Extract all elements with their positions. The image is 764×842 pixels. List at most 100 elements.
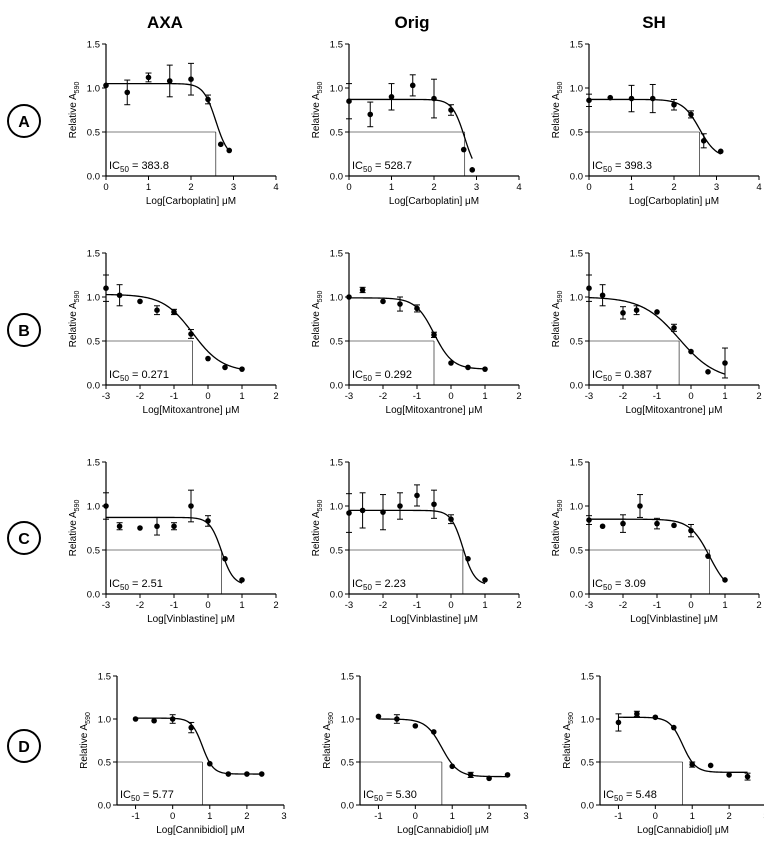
ic50-subscript: 50 — [131, 794, 140, 803]
x-tick-label: 2 — [273, 600, 278, 611]
x-tick-label: 1 — [146, 182, 151, 193]
y-tick-label: 0.0 — [341, 801, 354, 812]
ic50-annotation: IC50 = 528.7 — [352, 160, 412, 174]
data-point — [467, 772, 474, 778]
y-tick-label: 0.5 — [98, 758, 111, 769]
data-point — [688, 348, 694, 355]
data-point — [637, 503, 643, 509]
data-point — [137, 525, 143, 531]
data-point — [346, 294, 352, 300]
y-axis-label-sub: 590 — [74, 500, 81, 512]
row-a-label: A — [18, 114, 30, 131]
y-tick-label: 1.5 — [341, 672, 354, 683]
ic50-annotation: IC50 = 383.8 — [109, 160, 169, 174]
data-point — [504, 772, 511, 778]
data-point — [380, 298, 386, 305]
data-point — [414, 492, 420, 499]
y-axis-label-main: Relative A — [311, 93, 322, 138]
x-tick-label: -1 — [170, 391, 178, 402]
ic50-value: = 5.77 — [140, 789, 174, 801]
y-tick-label: 1.0 — [98, 715, 111, 726]
x-tick-label: 2 — [516, 391, 521, 402]
y-axis-label: Relative A590 — [551, 82, 564, 139]
data-point — [346, 98, 352, 104]
x-tick-label: 2 — [756, 600, 761, 611]
column-title-axa: AXA — [147, 13, 183, 32]
x-tick-label: -1 — [374, 811, 382, 822]
ic50-prefix: IC — [352, 160, 363, 172]
data-point — [188, 503, 194, 509]
x-tick-label: 0 — [413, 811, 418, 822]
y-axis-label-main: Relative A — [79, 724, 90, 769]
fit-curve — [589, 98, 722, 155]
data-point — [151, 717, 157, 724]
data-point — [171, 309, 177, 315]
y-axis-label-sub: 590 — [74, 291, 81, 303]
ic50-prefix: IC — [109, 578, 120, 590]
data-point — [258, 771, 265, 777]
x-tick-label: 2 — [431, 182, 436, 193]
data-point — [188, 724, 195, 731]
y-tick-label: 1.0 — [87, 502, 100, 513]
x-tick-label: 1 — [389, 182, 394, 193]
y-tick-label: 0.5 — [330, 128, 343, 139]
ic50-annotation: IC50 = 0.387 — [592, 369, 652, 383]
ic50-annotation: IC50 = 2.23 — [352, 578, 406, 592]
data-point — [226, 147, 233, 154]
x-axis-label: Log[Cannabidiol] μM — [397, 825, 489, 836]
x-tick-label: 4 — [273, 182, 278, 193]
data-point — [205, 518, 211, 524]
data-point — [726, 772, 732, 778]
y-tick-label: 0.5 — [330, 546, 343, 557]
data-point — [607, 94, 614, 101]
x-tick-label: 0 — [170, 811, 175, 822]
x-tick-label: 4 — [516, 182, 521, 193]
x-tick-label: -2 — [379, 600, 387, 611]
x-tick-label: -1 — [170, 600, 178, 611]
panel-d-orig: 0.0 0.5 1.0 1.5 -1 0 1 2 3 Log[Cannabidiol] μM Rel… — [322, 672, 529, 837]
x-tick-label: -2 — [136, 391, 144, 402]
data-point — [367, 111, 374, 118]
panel-b-sh: 0.0 0.5 1.0 1.5 -3 -2 -1 0 1 2 Log[Mitoxantrone] μ… — [551, 249, 762, 417]
data-point — [705, 369, 711, 375]
x-tick-label: -1 — [413, 391, 421, 402]
y-axis-label-sub: 590 — [328, 712, 335, 724]
y-axis-label-main: Relative A — [551, 302, 562, 347]
ic50-prefix: IC — [363, 789, 374, 801]
ic50-prefix: IC — [603, 789, 614, 801]
x-tick-label: 3 — [231, 182, 236, 193]
data-point — [205, 96, 211, 103]
data-point — [116, 523, 123, 530]
column-titles: AXA Orig SH — [147, 13, 666, 32]
ic50-value: = 383.8 — [129, 160, 169, 172]
y-tick-label: 1.0 — [341, 715, 354, 726]
data-point — [222, 556, 228, 562]
panel-c-orig: 0.0 0.5 1.0 1.5 -3 -2 -1 0 1 2 Log[Vinblastine] μM… — [311, 458, 522, 626]
x-tick-label: 2 — [516, 600, 521, 611]
y-tick-label: 0.5 — [570, 337, 583, 348]
data-point — [205, 355, 211, 362]
data-point — [634, 711, 640, 717]
y-tick-label: 1.5 — [330, 249, 343, 260]
data-point — [171, 523, 177, 530]
column-title-orig: Orig — [395, 13, 430, 32]
x-tick-label: 1 — [450, 811, 455, 822]
y-axis-label-sub: 590 — [85, 712, 92, 724]
data-point — [586, 97, 592, 104]
y-axis-label-main: Relative A — [68, 93, 79, 138]
x-tick-label: 2 — [486, 811, 491, 822]
ic50-value: = 528.7 — [372, 160, 412, 172]
ic50-subscript: 50 — [363, 165, 372, 174]
data-point — [244, 771, 250, 777]
x-tick-label: 0 — [205, 391, 210, 402]
fit-curve — [378, 718, 508, 778]
data-point — [700, 138, 707, 144]
data-point — [431, 501, 437, 508]
x-tick-label: 1 — [629, 182, 634, 193]
x-tick-label: 0 — [448, 391, 453, 402]
x-tick-label: -1 — [653, 600, 661, 611]
data-point — [615, 719, 622, 726]
x-tick-label: -3 — [102, 600, 110, 611]
y-tick-label: 0.5 — [570, 546, 583, 557]
y-tick-label: 1.5 — [87, 40, 100, 51]
